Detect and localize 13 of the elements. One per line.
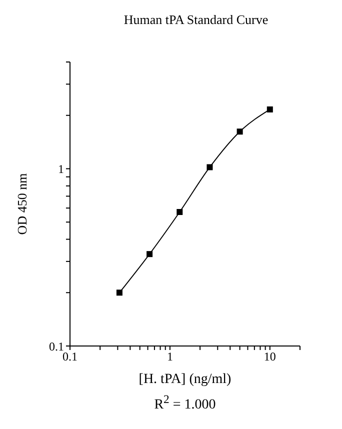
x-axis-title: [H. tPA] (ng/ml) xyxy=(138,372,232,388)
point xyxy=(116,290,122,296)
y-axis-title: OD 450 nm xyxy=(14,173,30,235)
x-tick-label: 0.1 xyxy=(62,350,78,364)
text: R$^{2}$ = 1.000 xyxy=(153,393,217,414)
point xyxy=(266,106,273,112)
x-tick-label: 10 xyxy=(264,350,276,364)
point xyxy=(176,209,183,216)
point xyxy=(236,128,243,135)
chart-title: Human tPA Standard Curve xyxy=(122,12,270,28)
point xyxy=(206,164,213,170)
x-tick-label: 1 xyxy=(166,350,173,364)
point xyxy=(146,251,153,258)
